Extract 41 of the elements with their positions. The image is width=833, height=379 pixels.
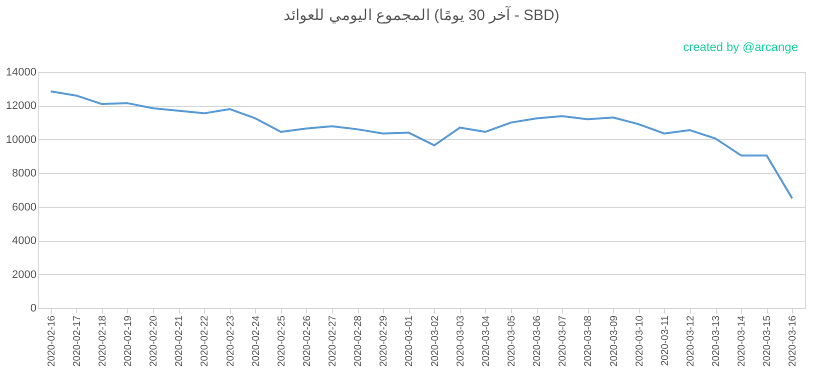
- x-tick-label: 2020-02-26: [302, 315, 313, 367]
- x-tick-label: 2020-02-29: [378, 315, 390, 367]
- chart-title: المجموع اليومي للعوائد (آخر 30 يومًا - SBD): [284, 6, 560, 24]
- x-tick-label: 2020-02-20: [148, 315, 160, 367]
- x-tick-label: 2020-02-23: [225, 315, 236, 367]
- y-tick-label: 14000: [6, 66, 36, 78]
- x-tick-label: 2020-02-27: [328, 315, 339, 367]
- x-tick-label: 2020-02-24: [250, 315, 262, 367]
- x-tick-label: 2020-03-08: [583, 315, 594, 367]
- x-tick-label: 2020-03-04: [480, 315, 492, 367]
- y-tick-label: 6000: [12, 201, 36, 214]
- y-tick-label: 10000: [6, 134, 36, 146]
- x-tick-label: 2020-03-02: [430, 315, 441, 367]
- x-tick-label: 2020-03-12: [685, 315, 696, 367]
- x-tick-label: 2020-02-21: [174, 315, 186, 367]
- x-tick-label: 2020-02-22: [200, 315, 211, 367]
- x-tick-label: 2020-03-03: [455, 315, 466, 367]
- x-tick-label: 2020-02-16: [46, 315, 58, 367]
- y-tick-label: 8000: [12, 168, 36, 180]
- y-tick-label: 4000: [12, 235, 36, 248]
- y-tick-label: 0: [30, 302, 36, 314]
- x-tick-label: 2020-03-14: [736, 315, 748, 367]
- x-tick-label: 2020-02-18: [97, 315, 108, 367]
- x-tick-label: 2020-02-19: [122, 315, 134, 367]
- x-tick-label: 2020-03-16: [788, 315, 799, 367]
- x-tick-label: 2020-03-07: [558, 315, 569, 367]
- x-tick-label: 2020-02-28: [353, 315, 364, 367]
- x-tick-label: 2020-03-01: [404, 315, 416, 367]
- text: created by @arcange: [683, 40, 798, 54]
- x-tick-label: 2020-03-11: [660, 315, 671, 366]
- x-tick-label: 2020-03-10: [634, 315, 646, 367]
- x-tick-label: 2020-03-06: [532, 315, 544, 367]
- x-tick-label: 2020-02-25: [276, 315, 288, 367]
- x-tick-label: 2020-03-05: [506, 315, 518, 367]
- x-tick-label: 2020-02-17: [72, 315, 83, 367]
- x-tick-label: 2020-03-15: [762, 315, 774, 367]
- x-tick-label: 2020-03-13: [711, 315, 722, 367]
- x-tick-label: 2020-03-09: [608, 315, 620, 367]
- y-tick-label: 12000: [6, 100, 36, 112]
- line-series: [50, 90, 794, 200]
- y-tick-label: 2000: [12, 268, 36, 281]
